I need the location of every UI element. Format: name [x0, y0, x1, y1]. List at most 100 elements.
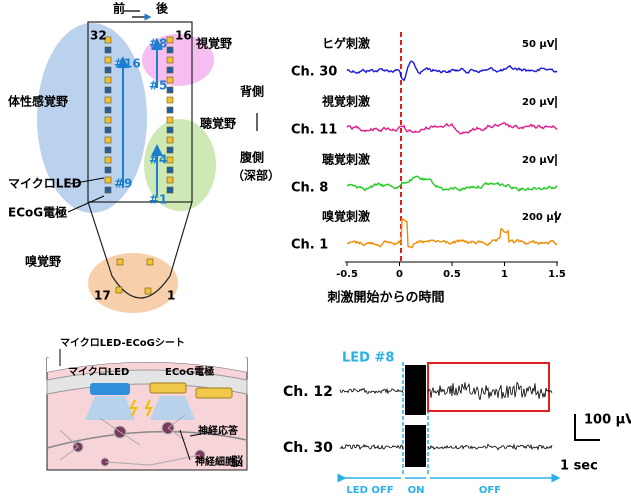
electrode: [104, 96, 112, 104]
micro-led: [104, 146, 112, 154]
stimulus: 嗅覚刺激: [322, 209, 370, 224]
label: マイクロLED: [68, 366, 129, 378]
label: 1: [167, 289, 175, 303]
micro-led: [166, 186, 174, 194]
micro-led: [104, 46, 112, 54]
micro-led: [166, 106, 174, 114]
electrode: [166, 176, 174, 184]
micro-led: [104, 66, 112, 74]
electrode: [104, 176, 112, 184]
label: 腹側: [240, 150, 264, 165]
micro-led: [104, 126, 112, 134]
label: 視覚野: [195, 36, 232, 51]
electrode: [166, 56, 174, 64]
label: 100 µV: [584, 413, 631, 428]
label: OFF: [479, 485, 501, 496]
electrode: [166, 76, 174, 84]
label: LED OFF: [346, 485, 393, 496]
label: #5: [149, 79, 167, 93]
label: 脳: [231, 454, 243, 469]
electrode: [104, 56, 112, 64]
label: 背側: [240, 84, 264, 99]
label: LED #8: [342, 351, 394, 366]
trace: [346, 122, 558, 135]
cross-section: マイクロLED-ECoGシート マイクロLED ECoG電極 神経応答 神経細胞…: [46, 337, 248, 471]
label: #8: [149, 37, 167, 51]
trace: [339, 381, 553, 401]
x-tick-label: 1.5: [548, 269, 566, 280]
electrode: [116, 258, 124, 266]
device-schematic: 前 後 32 16 #16 #8 #5 #4 #1 #9 17 1 体性感覚野 …: [8, 1, 280, 313]
channel: Ch. 1: [291, 238, 328, 253]
label: 体性感覚野: [8, 94, 68, 109]
electrode: [115, 286, 123, 294]
label: #9: [114, 177, 132, 191]
trace: [346, 218, 558, 249]
label: 嗅覚野: [25, 254, 61, 269]
label: 前: [113, 1, 125, 16]
micro-led: [166, 86, 174, 94]
label: Ch. 12: [283, 384, 333, 400]
x-tick-label: 0.5: [443, 269, 461, 280]
scale-label: 50 µV: [522, 39, 555, 50]
label: 神経応答: [198, 424, 239, 437]
electrode: [104, 36, 112, 44]
label: ECoG電極: [165, 365, 214, 378]
scale-label: 20 µV: [522, 97, 555, 108]
scale-label: 200 µV: [522, 212, 562, 223]
channel: Ch. 11: [291, 123, 337, 138]
micro-led: [166, 66, 174, 74]
label: ON: [408, 485, 425, 496]
label: 32: [90, 29, 107, 43]
x-tick-label: -0.5: [336, 269, 358, 280]
channel: Ch. 8: [291, 181, 328, 196]
label: マイクロLED-ECoGシート: [60, 337, 185, 349]
trace: [347, 175, 558, 192]
micro-led: [166, 126, 174, 134]
trace: [339, 443, 553, 451]
micro-led: [104, 186, 112, 194]
label: マイクロLED: [8, 177, 82, 191]
trace: [346, 60, 558, 82]
electrode: [104, 76, 112, 84]
electrode: [166, 96, 174, 104]
electrode: [166, 156, 174, 164]
micro-led: [104, 166, 112, 174]
micro-led: [104, 86, 112, 94]
electrode: [146, 258, 154, 266]
channel: Ch. 30: [291, 65, 337, 80]
label: 後: [156, 1, 169, 16]
stimulus: 視覚刺激: [321, 94, 370, 109]
label: Ch. 30: [283, 440, 333, 456]
stimulation-traces: LED #8 Ch. 12 Ch. 30 100 µV 1 sec LED OF…: [283, 351, 631, 497]
micro-led: [166, 46, 174, 54]
label: #16: [114, 57, 141, 71]
electrode: [104, 156, 112, 164]
electrode: [104, 116, 112, 124]
stimulus: ヒゲ刺激: [322, 36, 370, 51]
electrode: [144, 287, 152, 295]
label: 1 sec: [560, 459, 598, 474]
label: ECoG電極: [8, 205, 67, 220]
label: 神経細胞: [195, 455, 235, 468]
x-tick-label: 1: [501, 269, 508, 280]
micro-led: [166, 146, 174, 154]
scale-label: 20 µV: [522, 155, 555, 166]
electrode: [104, 136, 112, 144]
stimulus: 聴覚刺激: [322, 152, 370, 167]
x-tick-label: 0: [396, 269, 403, 280]
label: 16: [175, 29, 192, 43]
electrode: [166, 136, 174, 144]
micro-led: [104, 106, 112, 114]
label: 17: [94, 289, 111, 303]
electrode: [166, 36, 174, 44]
x-label: 刺激開始からの時間: [327, 290, 444, 306]
label: （深部）: [232, 168, 280, 183]
micro-led: [166, 166, 174, 174]
label: #4: [149, 153, 167, 167]
label: 聴覚野: [200, 116, 236, 131]
electrode: [166, 116, 174, 124]
label: #1: [149, 193, 167, 207]
